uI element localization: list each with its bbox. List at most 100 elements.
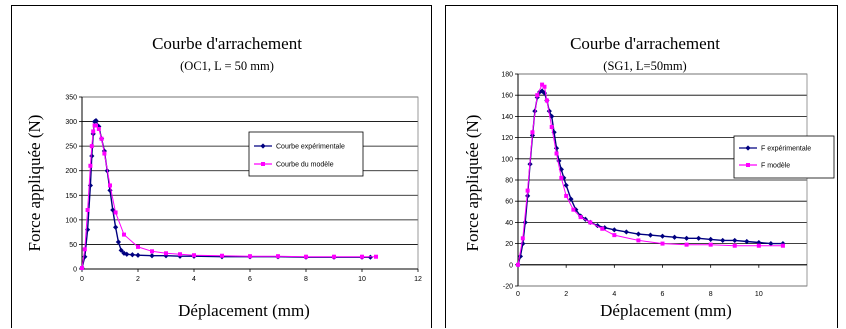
data-point bbox=[93, 117, 99, 124]
chart-title: Courbe d'arrachement bbox=[152, 34, 302, 53]
legend-marker bbox=[261, 162, 265, 166]
data-point bbox=[129, 252, 135, 258]
data-point bbox=[360, 254, 364, 259]
legend-label: F expérimentale bbox=[761, 146, 811, 153]
data-point bbox=[135, 252, 141, 258]
data-point bbox=[520, 241, 526, 247]
data-point bbox=[635, 231, 642, 237]
x-tick-label: 0 bbox=[516, 291, 520, 298]
data-point bbox=[122, 232, 126, 237]
data-point bbox=[367, 254, 373, 260]
y-tick-label: 100 bbox=[501, 156, 513, 163]
data-point bbox=[708, 242, 713, 247]
chart-left-svg: Courbe d'arrachement (OC1, L = 50 mm) 0 50 1… bbox=[25, 34, 422, 320]
data-point bbox=[768, 241, 774, 247]
y-tick-label: 20 bbox=[505, 241, 513, 248]
series-line bbox=[517, 83, 783, 265]
x-tick-label: 2 bbox=[136, 276, 140, 283]
data-point bbox=[136, 244, 140, 249]
data-point bbox=[304, 254, 308, 259]
y-tick-label: 300 bbox=[65, 119, 77, 126]
data-point bbox=[564, 193, 569, 198]
x-tick-label: 0 bbox=[80, 276, 84, 283]
data-point bbox=[164, 251, 168, 256]
data-point bbox=[684, 242, 689, 247]
x-tick-label: 4 bbox=[192, 276, 196, 283]
data-point bbox=[744, 238, 750, 245]
data-point bbox=[94, 123, 98, 128]
y-tick-label: 0 bbox=[509, 262, 513, 269]
data-point bbox=[636, 238, 641, 243]
data-point bbox=[113, 210, 118, 215]
data-point bbox=[563, 182, 569, 188]
legend-label: Courbe expérimentale bbox=[276, 144, 345, 151]
data-point bbox=[780, 243, 785, 248]
data-point bbox=[612, 233, 617, 238]
data-point bbox=[540, 82, 545, 87]
data-point bbox=[541, 90, 548, 96]
data-point bbox=[571, 207, 576, 212]
y-tick-label: 50 bbox=[69, 242, 77, 249]
data-point bbox=[554, 151, 559, 156]
data-point bbox=[568, 196, 574, 202]
y-tick-label: 120 bbox=[501, 135, 513, 142]
data-point bbox=[102, 151, 107, 156]
data-point bbox=[720, 237, 726, 244]
data-point bbox=[107, 187, 113, 193]
data-point bbox=[85, 208, 90, 213]
legend-box bbox=[733, 135, 835, 179]
data-point bbox=[671, 234, 678, 240]
data-point bbox=[756, 243, 761, 248]
data-point bbox=[88, 163, 93, 168]
data-point bbox=[192, 253, 196, 258]
y-tick-label: -20 bbox=[503, 284, 513, 291]
plot-area bbox=[81, 96, 419, 270]
data-point bbox=[602, 225, 608, 231]
data-point bbox=[623, 229, 629, 235]
data-point bbox=[542, 84, 547, 89]
y-tick-label: 80 bbox=[505, 178, 513, 185]
legend-label: F modèle bbox=[761, 163, 790, 170]
data-point bbox=[535, 93, 540, 98]
gridlines bbox=[518, 73, 807, 287]
data-point bbox=[696, 235, 702, 241]
x-tick-label: 6 bbox=[248, 276, 252, 283]
series-line bbox=[81, 125, 376, 269]
data-point bbox=[108, 183, 112, 188]
y-tick-label: 250 bbox=[65, 144, 77, 151]
x-tick-label: 6 bbox=[661, 291, 665, 298]
data-point bbox=[756, 239, 762, 246]
data-point bbox=[99, 136, 104, 141]
x-tick-label: 2 bbox=[564, 291, 568, 298]
data-point bbox=[780, 241, 786, 247]
y-tick-label: 100 bbox=[65, 217, 77, 224]
data-point bbox=[559, 175, 564, 180]
data-point bbox=[332, 254, 336, 259]
data-point bbox=[115, 239, 121, 245]
series-model bbox=[516, 82, 785, 267]
legend-marker bbox=[746, 163, 750, 167]
y-tick-label: 140 bbox=[501, 114, 513, 121]
chart-subtitle: (SG1, L=50mm) bbox=[603, 59, 686, 73]
data-point bbox=[96, 126, 101, 131]
y-axis-title: Force appliquée (N) bbox=[463, 115, 482, 252]
legend-label: Courbe du modèle bbox=[276, 162, 334, 169]
data-point bbox=[89, 153, 95, 159]
data-point bbox=[118, 247, 124, 253]
y-tick-label: 40 bbox=[505, 220, 513, 227]
gridlines bbox=[82, 96, 418, 270]
data-point bbox=[516, 262, 520, 267]
chart-panel-right: Courbe d'arrachement (SG1, L=50mm) -20 0 20 4… bbox=[445, 5, 838, 328]
y-axis-title: Force appliquée (N) bbox=[25, 115, 44, 252]
data-point bbox=[149, 253, 155, 259]
data-point bbox=[89, 144, 94, 149]
data-point bbox=[91, 129, 96, 134]
data-point bbox=[220, 253, 224, 258]
data-point bbox=[520, 236, 525, 241]
chart-subtitle: (OC1, L = 50 mm) bbox=[180, 59, 274, 73]
data-point bbox=[517, 253, 524, 259]
data-point bbox=[578, 215, 583, 220]
data-point bbox=[82, 247, 87, 252]
x-tick-label: 10 bbox=[755, 291, 763, 298]
x-tick-label: 12 bbox=[414, 276, 422, 283]
